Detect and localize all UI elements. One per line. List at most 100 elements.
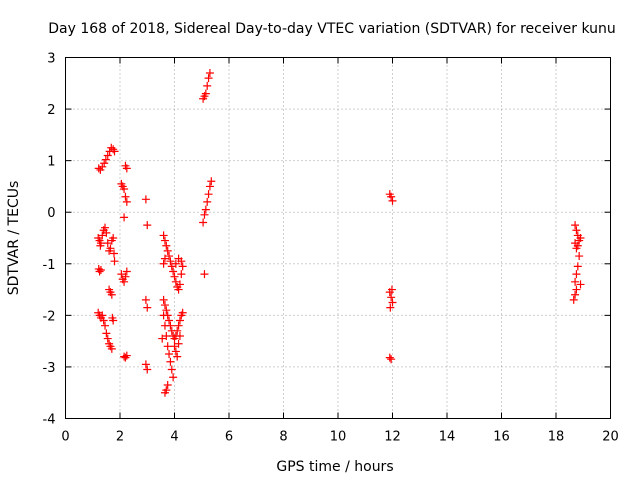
data-point-marker xyxy=(166,257,175,266)
plot-frame xyxy=(65,57,611,419)
data-point-marker xyxy=(120,185,129,194)
data-point-marker xyxy=(117,270,126,279)
data-point-marker xyxy=(159,311,168,320)
data-point-marker xyxy=(162,241,171,250)
data-point-marker xyxy=(173,326,182,335)
data-point-marker xyxy=(99,316,108,325)
x-tick-label: 18 xyxy=(548,430,565,445)
data-point-marker xyxy=(387,293,396,302)
data-point-marker xyxy=(101,223,110,232)
y-tick-label: -3 xyxy=(43,361,56,376)
data-point-marker xyxy=(160,236,169,245)
x-tick-label: 16 xyxy=(493,430,510,445)
data-point-marker xyxy=(201,89,210,98)
data-point-marker xyxy=(177,270,186,279)
data-point-marker xyxy=(165,252,174,261)
data-point-marker xyxy=(96,239,105,248)
data-point-marker xyxy=(575,252,584,261)
data-point-marker xyxy=(103,151,112,160)
y-tick-label: 3 xyxy=(47,52,55,67)
x-tick-label: 8 xyxy=(279,430,287,445)
data-point-marker xyxy=(102,228,111,237)
data-point-marker xyxy=(94,164,103,173)
data-point-marker xyxy=(160,301,169,310)
y-tick-label: -4 xyxy=(43,413,56,428)
data-point-marker xyxy=(95,267,104,276)
data-point-marker xyxy=(122,197,131,206)
data-point-marker xyxy=(120,213,129,222)
y-tick-label: 2 xyxy=(47,103,55,118)
x-tick-label: 4 xyxy=(170,430,178,445)
x-tick-label: 2 xyxy=(116,430,124,445)
data-point-marker xyxy=(120,277,129,286)
data-point-marker xyxy=(160,388,169,397)
data-point-marker xyxy=(110,249,119,258)
data-point-marker xyxy=(573,241,582,250)
data-point-marker xyxy=(385,353,394,362)
data-point-marker xyxy=(122,267,131,276)
data-point-marker xyxy=(98,162,107,171)
data-point-marker xyxy=(167,365,176,374)
y-tick-label: 1 xyxy=(47,155,55,170)
data-point-marker xyxy=(169,267,178,276)
data-point-marker xyxy=(103,239,112,248)
data-point-marker xyxy=(205,68,214,77)
data-point-marker xyxy=(163,342,172,351)
data-point-marker xyxy=(203,81,212,90)
data-point-marker xyxy=(162,331,171,340)
data-point-marker xyxy=(387,355,396,364)
data-point-marker xyxy=(121,272,130,281)
data-point-marker xyxy=(109,145,118,154)
data-point-marker xyxy=(107,344,116,353)
data-point-marker xyxy=(159,259,168,268)
data-point-marker xyxy=(576,234,585,242)
data-point-marker xyxy=(143,221,152,230)
x-tick-label: 20 xyxy=(602,430,619,445)
data-point-marker xyxy=(96,265,105,274)
data-point-marker xyxy=(101,321,110,330)
data-point-marker xyxy=(573,262,582,271)
data-point-marker xyxy=(569,295,578,304)
data-point-marker xyxy=(121,353,130,362)
chart-title: Day 168 of 2018, Sidereal Day-to-day VTE… xyxy=(48,21,616,37)
data-point-marker xyxy=(109,316,118,325)
data-point-marker xyxy=(171,347,180,356)
data-point-marker xyxy=(200,210,209,219)
data-point-marker xyxy=(572,270,581,279)
x-tick-label: 0 xyxy=(61,430,69,445)
data-point-marker xyxy=(143,303,152,312)
data-point-marker xyxy=(110,147,119,156)
data-point-marker xyxy=(98,311,107,320)
data-points xyxy=(94,68,585,397)
y-axis-label: SDTVAR / TECUs xyxy=(6,181,22,296)
data-point-marker xyxy=(167,262,176,271)
data-point-marker xyxy=(166,357,175,366)
data-point-marker xyxy=(203,197,212,206)
data-point-marker xyxy=(571,221,580,230)
data-point-marker xyxy=(207,177,216,186)
data-point-marker xyxy=(169,373,178,382)
data-point-marker xyxy=(571,290,580,299)
data-point-marker xyxy=(141,295,150,304)
data-point-marker xyxy=(110,257,119,266)
data-point-marker xyxy=(98,231,107,240)
data-point-marker xyxy=(205,182,214,191)
y-tick-label: -2 xyxy=(43,309,56,324)
x-tick-labels: 0 2 4 6 8 10 12 14 16 18 20 xyxy=(61,430,618,445)
y-tick-label: 0 xyxy=(47,206,55,221)
data-point-marker xyxy=(200,270,209,279)
data-point-marker xyxy=(174,321,183,330)
data-point-marker xyxy=(165,350,174,359)
data-point-marker xyxy=(100,159,109,168)
data-point-marker xyxy=(571,277,580,286)
data-point-marker xyxy=(204,190,213,199)
data-point-marker xyxy=(386,303,395,312)
data-point-marker xyxy=(141,360,150,369)
x-tick-label: 12 xyxy=(384,430,401,445)
data-point-marker xyxy=(572,226,581,235)
data-point-marker xyxy=(143,365,152,374)
data-point-marker xyxy=(175,331,184,340)
data-point-marker xyxy=(576,280,585,289)
data-point-marker xyxy=(572,285,581,294)
